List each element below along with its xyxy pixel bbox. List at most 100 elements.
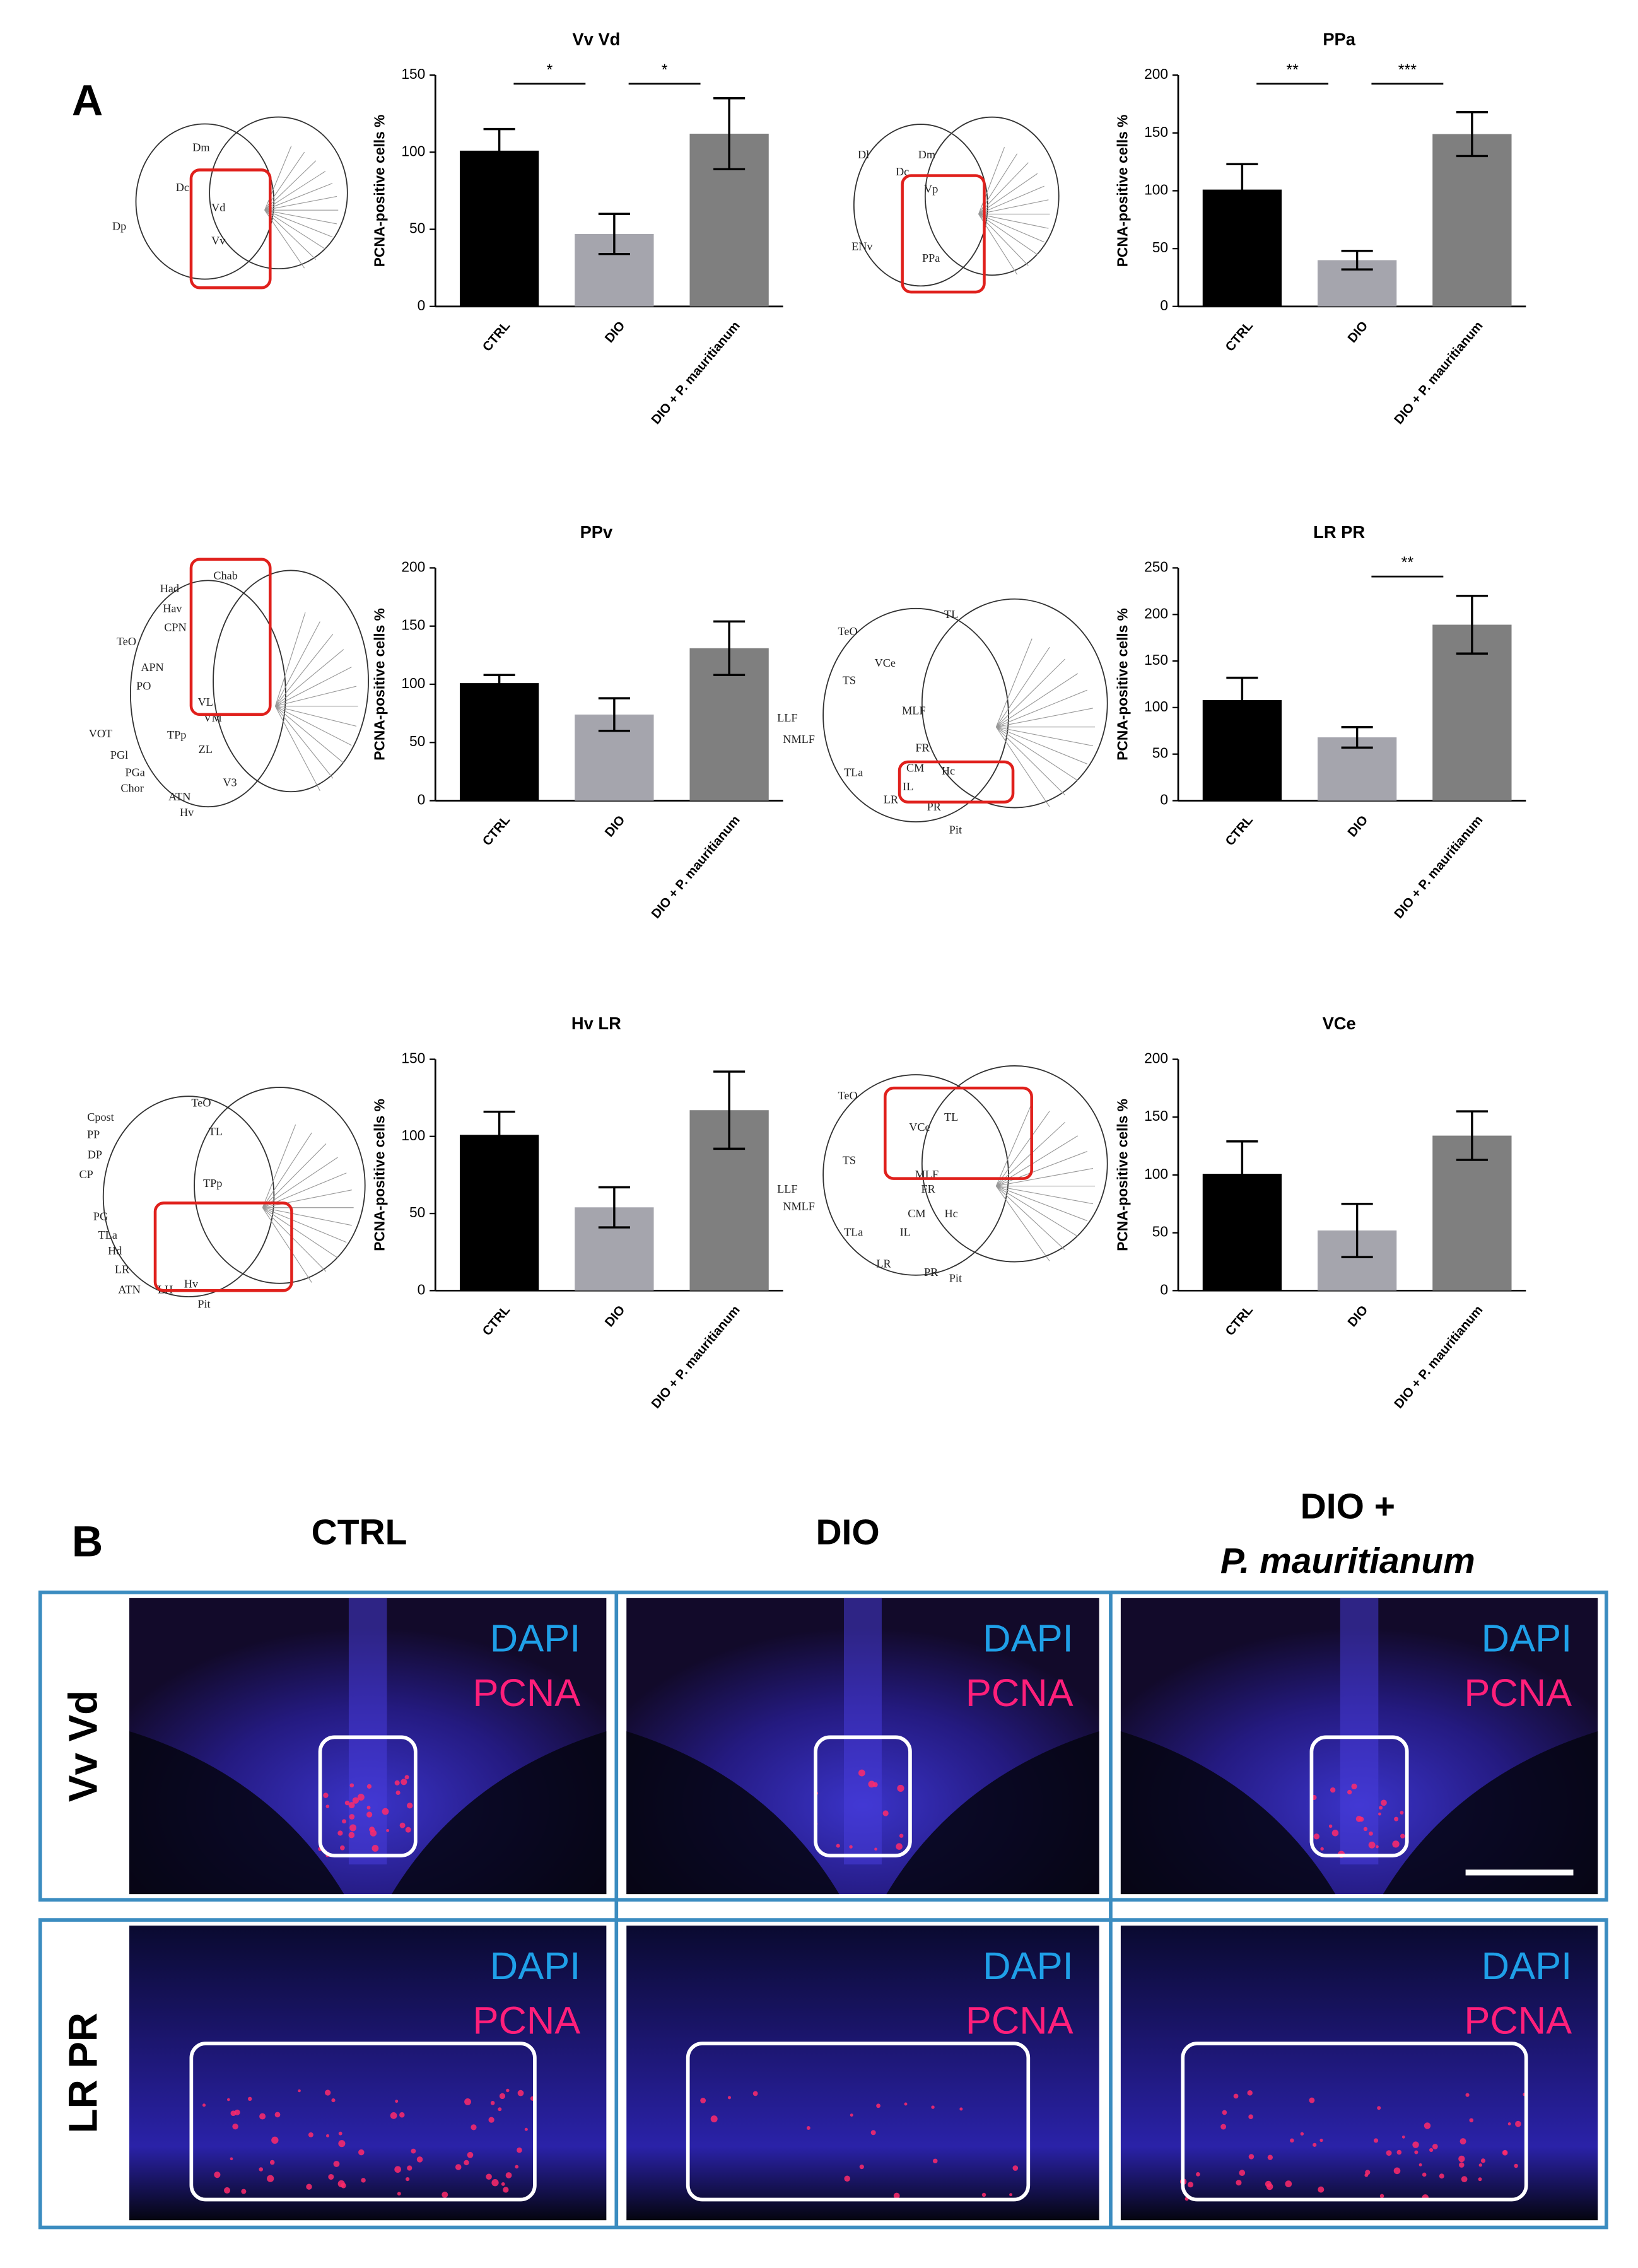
pcna-cell xyxy=(710,2115,718,2123)
diagram-label: ENv xyxy=(851,240,873,253)
brain-fiber xyxy=(996,673,1079,728)
brain-fiber xyxy=(264,170,326,211)
diagram-label: Dp xyxy=(112,220,126,233)
y-tick-label: 150 xyxy=(1144,1108,1168,1124)
pcna-cell xyxy=(503,2187,509,2193)
region-box xyxy=(898,760,1015,804)
pcna-cell xyxy=(1290,2138,1294,2143)
pcna-cell xyxy=(1248,2154,1255,2160)
pcna-cell xyxy=(1379,1806,1383,1810)
diagram-label: PO xyxy=(136,680,151,693)
pcna-cell xyxy=(224,2187,231,2194)
brain-fiber xyxy=(978,213,1038,255)
pcna-cell xyxy=(386,1828,390,1832)
pcna-cell xyxy=(1424,2122,1431,2129)
brain-fiber xyxy=(978,185,1044,214)
brain-fiber xyxy=(262,1207,347,1243)
brain-fiber xyxy=(996,1186,1094,1205)
pcna-cell xyxy=(1313,1833,1320,1840)
pcna-cell xyxy=(933,2158,938,2164)
diagram-label: MLF xyxy=(902,704,925,716)
tissue-midline xyxy=(348,1598,387,1865)
pcna-cell xyxy=(893,2192,900,2199)
diagram-label: TeO xyxy=(838,625,858,638)
diagram-label: LLF xyxy=(777,711,797,724)
pcna-cell xyxy=(836,1844,840,1848)
y-tick-label: 50 xyxy=(409,1204,425,1220)
pcna-cell xyxy=(357,1793,365,1801)
diagram-label: Cpost xyxy=(87,1111,114,1123)
brain-fiber xyxy=(996,689,1087,728)
diagram-label: TeO xyxy=(191,1096,211,1109)
pcna-cell xyxy=(399,1822,406,1828)
pcna-cell xyxy=(959,2107,963,2111)
pcna-cell xyxy=(517,2147,522,2153)
stain-label: PCNA xyxy=(1464,1999,1572,2042)
diagram-label: TL xyxy=(944,608,958,621)
pcna-cell xyxy=(1459,2162,1465,2168)
column-header: DIO xyxy=(816,1512,879,1553)
pcna-cell xyxy=(339,1845,345,1850)
brain-outline xyxy=(194,1087,366,1284)
pcna-cell xyxy=(337,1830,343,1836)
brain-fiber xyxy=(996,708,1094,728)
pcna-cell xyxy=(1461,2176,1468,2183)
brain-fiber xyxy=(275,667,352,707)
roi-box xyxy=(189,2042,537,2202)
pcna-cell xyxy=(897,1784,904,1792)
tissue-shadow xyxy=(626,1731,1099,1895)
pcna-cell xyxy=(455,2164,462,2170)
pcna-cell xyxy=(882,1810,889,1816)
diagram-label: VCe xyxy=(909,1121,930,1133)
pcna-cell xyxy=(366,1811,373,1818)
brain-fiber xyxy=(996,727,1087,764)
diagram-label: IL xyxy=(903,780,913,793)
pcna-cell xyxy=(1460,2138,1466,2145)
brain-fiber xyxy=(978,214,1029,266)
pcna-cell xyxy=(371,1845,379,1852)
row-label: Vv Vd xyxy=(61,1690,106,1802)
pcna-cell xyxy=(517,2090,524,2096)
pcna-cell xyxy=(397,2192,401,2196)
brain-fiber xyxy=(996,1167,1094,1187)
significance-label: ** xyxy=(1286,61,1299,79)
stain-label: DAPI xyxy=(490,1944,581,1988)
pcna-cell xyxy=(727,2096,732,2100)
pcna-cell xyxy=(464,2098,471,2105)
outer-frame xyxy=(38,1590,1608,1902)
brain-fiber xyxy=(264,209,317,260)
diagram-label: Hc xyxy=(944,1207,957,1220)
pcna-cell xyxy=(505,2172,512,2178)
pcna-cell xyxy=(1392,1840,1400,1848)
pcna-cell xyxy=(358,2149,365,2156)
pcna-cell xyxy=(1401,2135,1405,2139)
pcna-cell xyxy=(352,1797,360,1804)
pcna-cell xyxy=(395,2100,399,2103)
brain-fiber xyxy=(262,1207,352,1226)
brain-fiber xyxy=(264,183,333,211)
pcna-cell xyxy=(1465,2093,1470,2097)
y-tick-label: 250 xyxy=(1144,558,1168,575)
brain-fiber xyxy=(275,686,357,707)
significance-label: ** xyxy=(1401,554,1414,571)
pcna-cell xyxy=(1400,1811,1404,1815)
pcna-cell xyxy=(306,2183,312,2190)
y-tick-label: 100 xyxy=(1144,181,1168,197)
diagram-label: TLa xyxy=(98,1229,117,1241)
diagram-label: CP xyxy=(79,1168,93,1181)
pcna-cell xyxy=(1009,2193,1013,2197)
diagram-label: PP xyxy=(87,1128,100,1140)
diagram-label: Hav xyxy=(163,602,182,615)
diagram-label: Dc xyxy=(896,165,909,178)
brain-fiber xyxy=(995,727,1065,795)
diagram-label: Pit xyxy=(197,1297,210,1310)
pcna-cell xyxy=(399,2112,405,2118)
pcna-cell xyxy=(1220,2124,1227,2130)
pcna-cell xyxy=(1300,2132,1304,2136)
diagram-label: TL xyxy=(944,1111,958,1123)
pcna-cell xyxy=(1381,1799,1387,1806)
brain-outline xyxy=(921,1065,1108,1263)
region-box xyxy=(884,1086,1033,1180)
